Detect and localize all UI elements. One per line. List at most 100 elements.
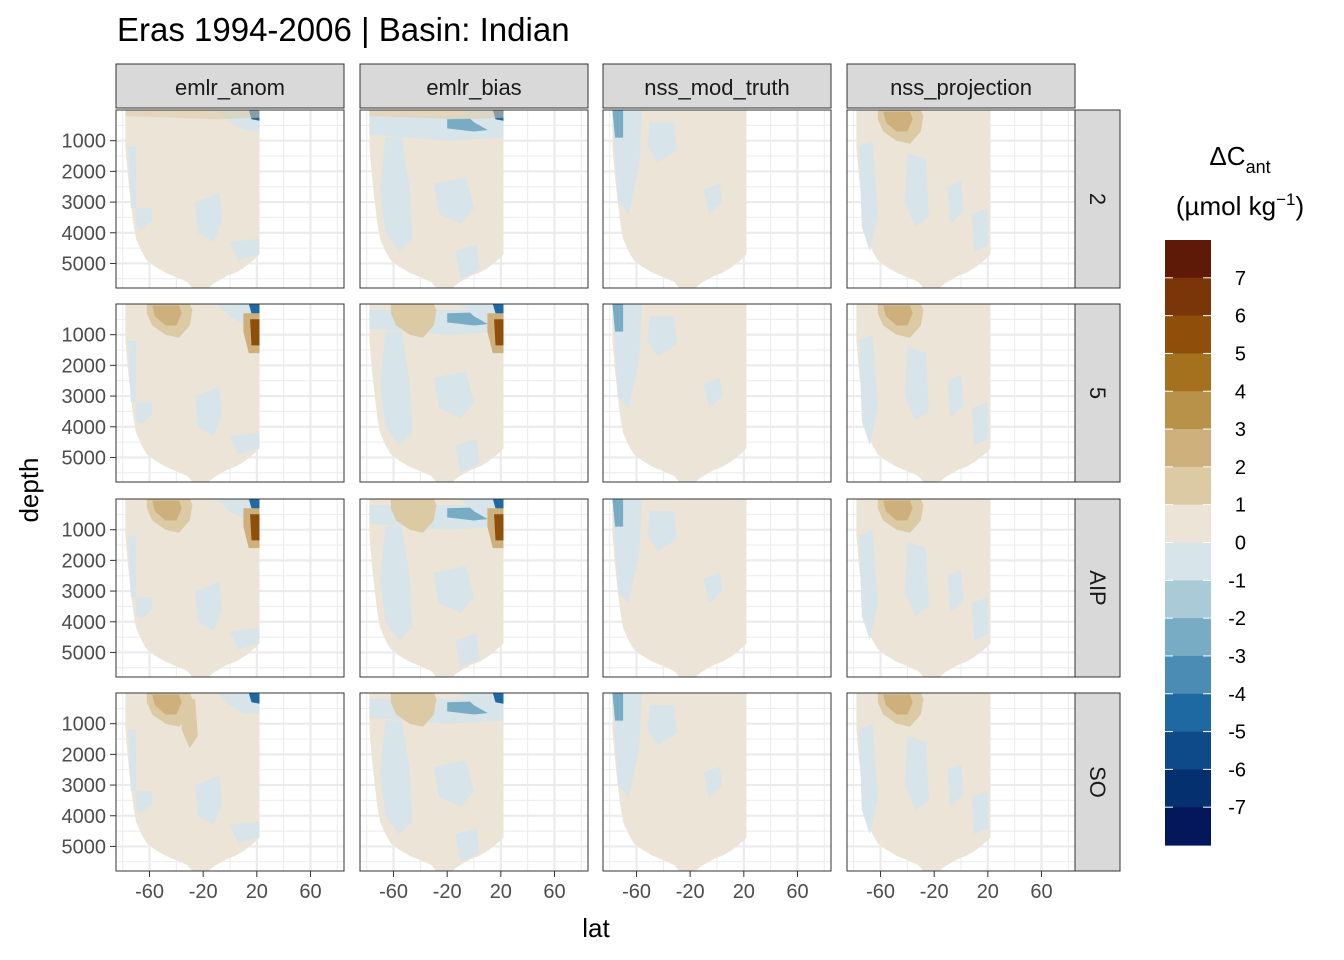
surface-patch: [125, 110, 260, 120]
legend: ΔCant (µmol kg−1) 7 6 5 4 3 2 1 0 -1 -2 -3 -4 -5 -6 -7: [1165, 141, 1304, 846]
y-tick-label: 3000: [62, 775, 107, 797]
x-tick-label: 20: [246, 881, 268, 903]
section-fill: [125, 693, 260, 871]
column-strip-label: nss_mod_truth: [644, 75, 790, 100]
y-tick-label: 5000: [62, 253, 107, 275]
blue-edge-region: [612, 499, 624, 527]
facet-panel: [846, 692, 1076, 872]
y-tick-label: 2000: [62, 744, 107, 766]
surface-patch: [369, 110, 504, 120]
deep-blue-region: [248, 693, 260, 704]
light-blue-region: [136, 791, 153, 813]
light-blue-region: [433, 566, 474, 613]
panel-border: [359, 109, 589, 289]
light-blue-region: [380, 331, 413, 446]
light-blue-region: [859, 723, 878, 835]
row-strip: [1074, 498, 1121, 678]
deep-blue-region: [492, 304, 504, 315]
light-blue-region: [128, 146, 137, 209]
y-tick-label: 5000: [62, 642, 107, 664]
panel-border: [846, 692, 1076, 872]
light-blue-region: [195, 386, 222, 436]
warm-core-region: [152, 305, 182, 326]
blue-edge-region: [612, 304, 624, 332]
section-fill: [612, 499, 747, 677]
legend-label: 4: [1235, 381, 1246, 403]
north-patch-core: [494, 319, 504, 346]
light-blue-region: [380, 720, 413, 835]
panel-border: [602, 303, 832, 483]
x-tick-label: -20: [189, 881, 218, 903]
row-strip-label: AIP: [1085, 570, 1110, 605]
panel-border: [359, 303, 589, 483]
column-strip-label: nss_projection: [890, 75, 1032, 100]
chart-title: Eras 1994-2006 | Basin: Indian: [117, 11, 570, 48]
row-strip: [1074, 303, 1121, 483]
light-blue-region: [230, 432, 260, 455]
section-fill: [612, 304, 747, 482]
x-tick-label: -60: [866, 881, 895, 903]
panel-border: [115, 109, 345, 289]
y-tick-label: 2000: [62, 355, 107, 377]
light-blue-region: [455, 245, 480, 279]
north-patch-core: [494, 514, 504, 541]
x-tick-label: -60: [622, 881, 651, 903]
facet-panel: [602, 692, 832, 872]
light-blue-region: [947, 569, 964, 613]
light-blue-region: [455, 634, 480, 668]
legend-label: 6: [1235, 306, 1246, 328]
warm-region: [390, 693, 437, 727]
x-tick-label: 20: [977, 881, 999, 903]
x-tick-label: -20: [920, 881, 949, 903]
section-fill: [612, 110, 747, 288]
column-strip: [359, 63, 589, 109]
surface-blue-band: [216, 693, 260, 715]
legend-units: (µmol kg−1): [1176, 190, 1304, 221]
panel-border: [602, 692, 832, 872]
legend-color-swatch: [1165, 769, 1211, 808]
y-tick-label: 1000: [62, 131, 107, 153]
light-blue-region: [971, 208, 988, 252]
y-tick-label: 2000: [62, 161, 107, 183]
deep-blue-region: [492, 693, 504, 704]
panel-border: [602, 109, 832, 289]
x-tick-label: 60: [786, 881, 808, 903]
light-blue-region: [859, 334, 878, 446]
y-tick-label: 5000: [62, 836, 107, 858]
panel-border: [359, 498, 589, 678]
legend-units-prefix: (µmol kg: [1176, 191, 1276, 221]
row-strip-label: SO: [1085, 766, 1110, 798]
panel-border: [359, 692, 589, 872]
facet-panel: [359, 498, 589, 678]
section-fill: [125, 304, 260, 482]
warm-core-region: [152, 694, 182, 715]
y-tick-label: 3000: [62, 192, 107, 214]
legend-color-swatch: [1165, 731, 1211, 770]
y-axis-label: depth: [14, 457, 44, 522]
legend-label: 7: [1235, 268, 1246, 290]
legend-color-swatch: [1165, 504, 1211, 544]
y-tick-label: 3000: [62, 386, 107, 408]
panel-border: [846, 303, 1076, 483]
column-strip: [846, 63, 1076, 109]
legend-color-swatch: [1165, 391, 1211, 430]
y-tick-label: 4000: [62, 223, 107, 245]
legend-color-swatch: [1165, 353, 1211, 392]
light-blue-region: [128, 535, 137, 598]
warm-region: [390, 499, 437, 533]
panel-border: [846, 109, 1076, 289]
light-blue-region: [703, 766, 723, 798]
x-axis-label: lat: [582, 913, 610, 943]
light-blue-region: [128, 729, 137, 792]
facet-panel: [602, 498, 832, 678]
light-blue-region: [971, 791, 988, 835]
legend-title: ΔCant: [1209, 141, 1270, 177]
light-blue-region: [904, 736, 929, 810]
light-blue-region: [647, 705, 677, 746]
light-blue-region: [971, 402, 988, 446]
column-strip-label: emlr_bias: [426, 75, 521, 100]
legend-label: -5: [1228, 722, 1246, 744]
light-blue-region: [380, 137, 413, 252]
blue-edge-region: [612, 110, 624, 138]
